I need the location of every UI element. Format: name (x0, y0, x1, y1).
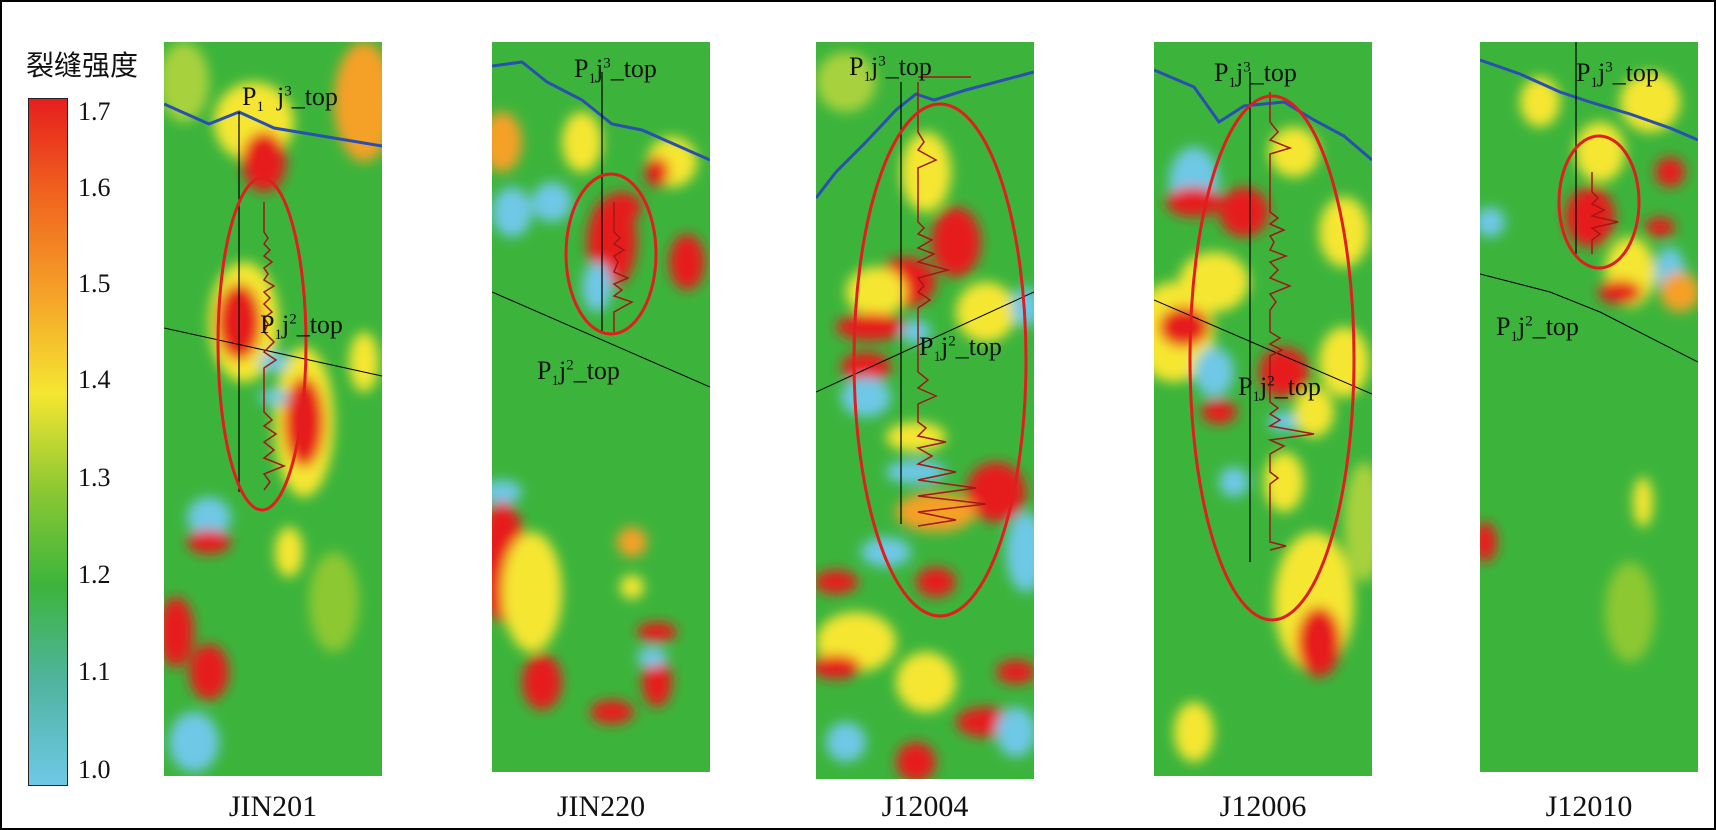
section-panel-jin201 (164, 42, 382, 776)
section-panel-j12006 (1154, 42, 1372, 776)
horizon-label-j3: P1j3_top (574, 54, 657, 88)
section-panel-j12010 (1480, 42, 1698, 772)
colorbar-tick: 1.5 (78, 269, 111, 298)
horizon-label-j3: P1j3_top (849, 52, 932, 86)
colorbar-tick: 1.7 (78, 97, 111, 126)
well-label: J12006 (1219, 790, 1307, 823)
horizon-label-j3: P1j3_top (1576, 58, 1659, 92)
horizon-label-j2: P1j2_top (919, 332, 1002, 366)
horizon-label-j3: P1j3_top (1214, 58, 1297, 92)
attribute-section (492, 42, 710, 772)
attribute-section (164, 42, 382, 776)
horizon-label-j2: P1j2_top (1238, 372, 1321, 406)
colorbar-tick: 1.3 (78, 463, 111, 492)
colorbar-tick: 1.6 (78, 173, 111, 202)
attribute-section (816, 42, 1034, 779)
well-label: JIN201 (228, 790, 318, 823)
well-label: JIN220 (556, 790, 646, 823)
colorbar-tick: 1.4 (78, 365, 111, 394)
well-label: J12004 (881, 790, 969, 823)
section-panel-j12004 (816, 42, 1034, 779)
horizon-label-j3: P1 j3_top (242, 82, 338, 116)
well-label: J12010 (1545, 790, 1633, 823)
section-panel-jin220 (492, 42, 710, 772)
attribute-section (1480, 42, 1698, 772)
colorbar-tick: 1.0 (78, 755, 111, 784)
colorbar-tick: 1.2 (78, 560, 111, 589)
horizon-label-j2: P1j2_top (1496, 312, 1579, 346)
horizon-label-j2: P1j2_top (260, 310, 343, 344)
legend-title: 裂缝强度 (26, 49, 139, 82)
attribute-section (1154, 42, 1372, 776)
colorbar-tick: 1.1 (78, 657, 111, 686)
horizon-label-j2: P1j2_top (537, 356, 620, 390)
colorbar (28, 98, 68, 786)
